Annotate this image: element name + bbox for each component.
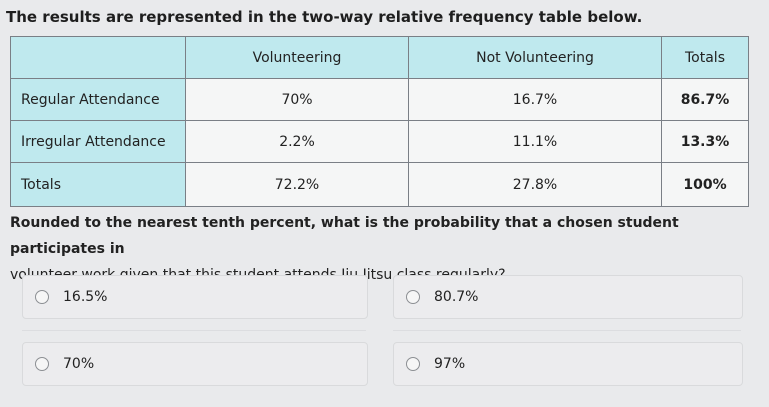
table-row: Totals 72.2% 27.8% 100% xyxy=(10,162,749,207)
answer-choice-a[interactable]: 16.5% xyxy=(22,275,368,319)
row-header-totals: Totals xyxy=(10,162,186,207)
divider xyxy=(393,330,741,331)
radio-button-icon[interactable] xyxy=(406,290,420,304)
table-row: Regular Attendance 70% 16.7% 86.7% xyxy=(10,78,749,121)
divider xyxy=(22,330,366,331)
radio-button-icon[interactable] xyxy=(406,357,420,371)
answer-choice-c[interactable]: 70% xyxy=(22,342,368,386)
answer-choice-d[interactable]: 97% xyxy=(393,342,743,386)
table-cell: 27.8% xyxy=(408,162,662,207)
answer-choice-b[interactable]: 80.7% xyxy=(393,275,743,319)
col-header-totals: Totals xyxy=(661,36,749,79)
intro-text: The results are represented in the two-w… xyxy=(6,8,643,26)
table-row: Irregular Attendance 2.2% 11.1% 13.3% xyxy=(10,120,749,163)
table-cell: 16.7% xyxy=(408,78,662,121)
row-header-regular-attendance: Regular Attendance xyxy=(10,78,186,121)
frequency-table: Volunteering Not Volunteering Totals Reg… xyxy=(10,36,749,207)
answer-choice-label: 80.7% xyxy=(434,289,479,305)
row-header-irregular-attendance: Irregular Attendance xyxy=(10,120,186,163)
table-header-row: Volunteering Not Volunteering Totals xyxy=(10,36,749,79)
col-header-not-volunteering: Not Volunteering xyxy=(408,36,662,79)
radio-button-icon[interactable] xyxy=(35,290,49,304)
table-cell: 70% xyxy=(185,78,409,121)
table-cell: 86.7% xyxy=(661,78,749,121)
table-cell: 11.1% xyxy=(408,120,662,163)
question-line-1: Rounded to the nearest tenth percent, wh… xyxy=(10,215,679,257)
table-cell: 2.2% xyxy=(185,120,409,163)
table-cell: 72.2% xyxy=(185,162,409,207)
table-cell: 13.3% xyxy=(661,120,749,163)
radio-button-icon[interactable] xyxy=(35,357,49,371)
col-header-volunteering: Volunteering xyxy=(185,36,409,79)
answer-choice-label: 97% xyxy=(434,356,466,372)
table-corner-cell xyxy=(10,36,186,79)
table-cell: 100% xyxy=(661,162,749,207)
answer-choice-label: 16.5% xyxy=(63,289,108,305)
answer-choice-label: 70% xyxy=(63,356,95,372)
